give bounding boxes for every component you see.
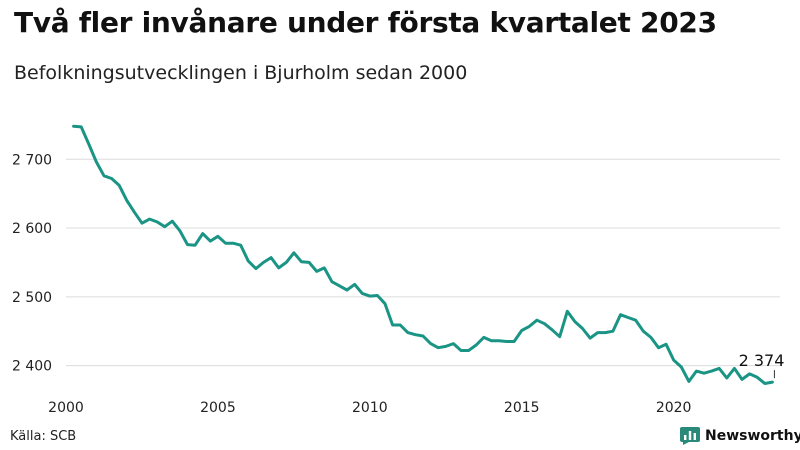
y-axis-ticks: 2 400 2 500 2 600 2 700 [12,152,52,374]
gridlines [66,158,780,367]
source-note: Källa: SCB [10,429,77,444]
x-tick-label: 2020 [656,400,692,416]
y-tick-label: 2 600 [12,221,52,237]
x-tick-label: 2005 [200,400,236,416]
y-tick-label: 2 700 [12,152,52,168]
series-line [72,124,774,385]
x-tick-label: 2015 [504,400,540,416]
chart-subtitle: Befolkningsutvecklingen i Bjurholm sedan… [14,62,468,84]
y-tick-label: 2 500 [12,290,52,306]
end-value-label: 2 374 [739,351,785,370]
bar-chart-logo-icon [680,427,700,445]
y-tick-label: 2 400 [12,359,52,375]
x-tick-label: 2000 [48,400,84,416]
x-axis-ticks: 2000 2005 2010 2015 2020 [48,400,691,416]
x-tick-label: 2010 [352,400,388,416]
chart-title: Två fler invånare under första kvartalet… [14,6,717,39]
end-label-group: 2 374 [739,351,785,379]
brand-name: Newsworthy [705,428,800,444]
brand-logo: Newsworthy [680,427,800,445]
series-group [72,124,774,385]
